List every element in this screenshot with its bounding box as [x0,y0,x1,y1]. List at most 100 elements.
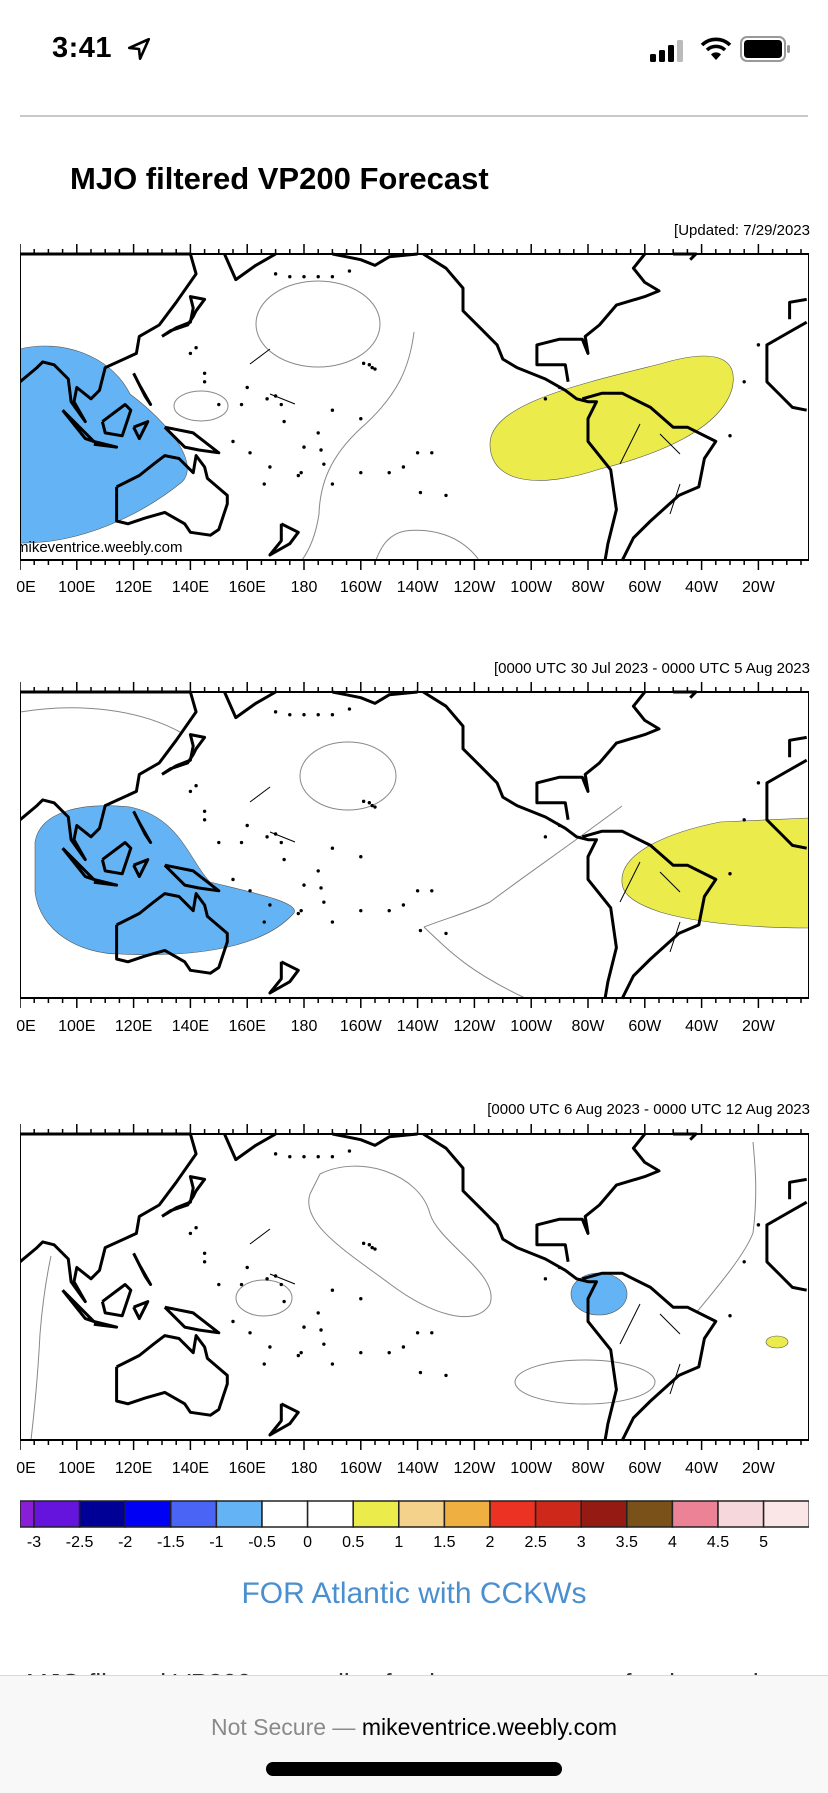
coastline [225,254,276,280]
colorbar-swatch [124,1500,172,1528]
island-dot [240,403,243,406]
island-dot [359,855,362,858]
lon-label: 0E [16,1460,36,1477]
coastline [270,1404,298,1435]
lon-label: 100E [58,1018,96,1035]
coastline [134,811,151,842]
lon-label: 160E [228,579,266,596]
island-dot [373,805,376,808]
lon-label: 180 [290,579,318,596]
island-dot [743,380,746,383]
island-dot [362,1242,365,1245]
coastline [790,1179,807,1199]
coastline [537,254,659,382]
positive-anomaly-region [766,1336,788,1348]
island-dot [419,929,422,932]
colorbar-label: 5 [759,1534,769,1551]
island-dot [416,1331,419,1334]
island-dot [359,1297,362,1300]
colorbar-label: -1.5 [157,1534,185,1551]
zero-contour-line [20,708,180,732]
island-dot [280,1283,283,1286]
colorbar-label: -3 [26,1534,42,1551]
island-dot [743,818,746,821]
island-dot [240,841,243,844]
positive-anomaly-region [490,356,733,480]
island-dot [248,451,251,454]
coastline [332,254,417,265]
island-dot [331,1289,334,1292]
island-dot [302,445,305,448]
island-dot [359,1351,362,1354]
island-dot [282,420,285,423]
island-dot [265,835,268,838]
map-panel-current: mikeventrice.weebly.com [20,254,809,560]
island-dot [288,1155,291,1158]
status-time: 3:41 [52,32,113,64]
coastline [117,894,228,974]
island-dot [331,1155,334,1158]
island-dot [217,1283,220,1286]
island-dot [274,710,277,713]
island-dot [263,920,266,923]
colorbar-label: -0.5 [248,1534,276,1551]
island-dot [373,1247,376,1250]
island-dot [444,494,447,497]
colorbar-swatch [626,1500,674,1528]
lon-label: 100W [510,579,553,596]
lon-labels-panel-2: 0E 100E 120E 140E 160E 180 160W 140W 120W 100W 80W… [0,1018,828,1038]
island-dot [322,462,325,465]
island-dot [416,451,419,454]
negative-anomaly-region [35,806,294,955]
coastline [790,299,807,319]
island-dot [265,1277,268,1280]
island-dot [359,417,362,420]
domain-label: mikeventrice.weebly.com [361,1714,618,1740]
island-dot [430,889,433,892]
colorbar-swatch [170,1500,218,1528]
coastline [582,393,716,561]
island-dot [274,272,277,275]
island-dot [194,784,197,787]
island-dot [263,1362,266,1365]
island-dot [368,801,371,804]
atlantic-cckw-link[interactable]: FOR Atlantic with CCKWs [241,1577,587,1610]
coastline [102,405,130,436]
colorbar-label: 1.5 [433,1534,456,1551]
coastline [767,1202,807,1290]
lon-labels-panel-1: 0E 100E 120E 140E 160E 180 160W 140W 120W 100W 80W… [0,579,828,599]
island-dot [268,465,271,468]
island-dot [302,713,305,716]
island-dot [416,889,419,892]
lon-label: 20W [741,579,775,596]
colorbar-labels: -3 -2.5 -2 -1.5 -1 -0.5 0 0.5 1 1.5 2 2.5 3 3.5 4 4.5 5 [0,1534,828,1556]
lon-label: 180 [290,1018,318,1035]
wifi-icon [700,37,732,60]
lon-label: 40W [685,1460,719,1477]
coastline [63,848,94,879]
lon-label: 120E [114,1460,153,1477]
island-dot [194,346,197,349]
address-url[interactable]: Not Secure — mikeventrice.weebly.com [0,1714,828,1741]
island-dot [231,1320,234,1323]
island-dot [728,434,731,437]
colorbar-swatch [352,1500,400,1528]
lon-label: 100W [510,1460,553,1477]
panel-1-header: [Updated: 7/29/2023 [674,222,810,239]
island-dot [370,804,373,807]
lon-label: 40W [685,1018,719,1035]
colorbar-swatch [306,1500,354,1528]
zero-contour-line [236,1280,292,1316]
panel-2-header: [0000 UTC 30 Jul 2023 - 0000 UTC 5 Aug 2… [493,660,810,677]
coastline [423,254,616,561]
island-dot [203,380,206,383]
home-indicator[interactable] [266,1762,562,1776]
colorbar-swatch [717,1500,765,1528]
colorbar-swatch [762,1500,809,1528]
island-dot [203,810,206,813]
island-dot [430,1331,433,1334]
island-dot [558,1266,561,1269]
island-dot [319,886,322,889]
island-dot [348,707,351,710]
island-dot [189,790,192,793]
